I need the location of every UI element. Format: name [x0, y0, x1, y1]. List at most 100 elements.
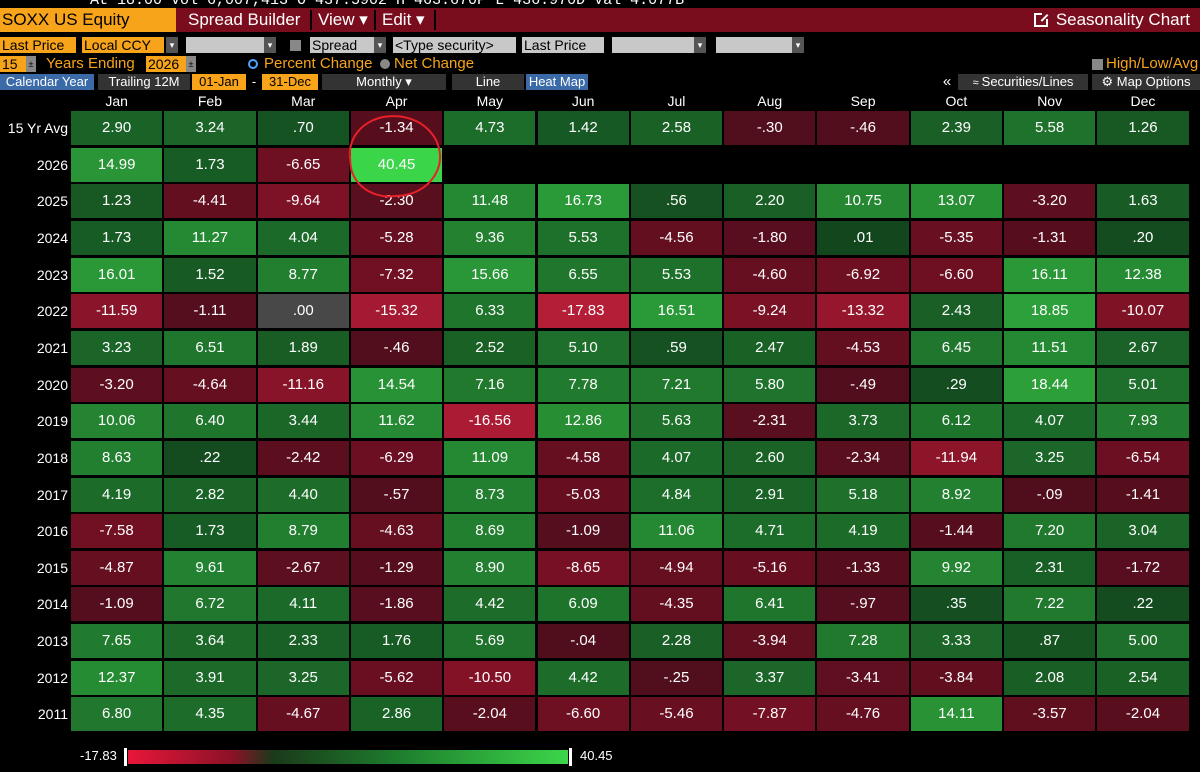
heat-map-cell[interactable]: 4.71 [724, 514, 816, 549]
heat-map-cell[interactable]: -.30 [724, 111, 816, 145]
heat-map-cell[interactable]: 4.84 [630, 477, 723, 512]
heat-map-cell[interactable]: 12.38 [1097, 257, 1189, 292]
heat-map-cell[interactable]: -6.29 [350, 440, 443, 475]
heat-map-cell[interactable]: 6.72 [164, 587, 256, 622]
heat-map-cell[interactable]: 14.99 [71, 147, 163, 182]
currency-dropdown-icon[interactable]: ▾ [166, 37, 178, 53]
heat-map-cell[interactable]: 5.80 [724, 367, 816, 402]
heat-map-cell[interactable] [444, 147, 536, 182]
heat-map-cell[interactable]: 3.25 [1004, 440, 1096, 475]
blank-dropdown-icon-2[interactable]: ▾ [694, 37, 706, 53]
heat-map-cell[interactable]: 3.64 [164, 624, 256, 659]
heat-map-cell[interactable]: -5.62 [350, 660, 443, 695]
heat-map-cell[interactable] [537, 147, 629, 182]
heat-map-cell[interactable]: 8.63 [71, 440, 163, 475]
heat-map-cell[interactable]: 16.51 [630, 294, 723, 329]
heat-map-cell[interactable]: -3.20 [71, 367, 163, 402]
heat-map-cell[interactable]: -5.03 [537, 477, 629, 512]
heat-map-cell[interactable]: -4.63 [350, 514, 443, 549]
heat-map-cell[interactable]: -1.11 [164, 294, 256, 329]
heat-map-cell[interactable]: 1.52 [164, 257, 256, 292]
heat-map-cell[interactable]: 1.42 [537, 111, 629, 145]
heat-map-cell[interactable]: -6.60 [910, 257, 1002, 292]
heat-map-cell[interactable]: 2.67 [1097, 330, 1189, 365]
heat-map-cell[interactable]: -5.16 [724, 550, 816, 585]
heat-map-cell[interactable]: -4.87 [71, 550, 163, 585]
heat-map-cell[interactable]: 1.23 [71, 184, 163, 219]
heat-map-cell[interactable]: -8.65 [537, 550, 629, 585]
frequency-dropdown[interactable]: Monthly ▾ [322, 74, 446, 90]
heat-map-cell[interactable]: -1.72 [1097, 550, 1189, 585]
heat-map-cell[interactable]: 8.79 [257, 514, 349, 549]
heat-map-cell[interactable]: .01 [817, 220, 909, 255]
heat-map-cell[interactable]: 1.76 [350, 624, 443, 659]
heat-map-cell[interactable]: -15.32 [350, 294, 443, 329]
heat-map-cell[interactable]: 4.19 [71, 477, 163, 512]
years-ending-stepper-icon[interactable]: ± [186, 56, 196, 72]
heat-map-cell[interactable]: 18.85 [1004, 294, 1096, 329]
heat-map-cell[interactable]: -6.92 [817, 257, 909, 292]
net-change-label[interactable]: Net Change [394, 55, 475, 72]
heat-map-cell[interactable]: .87 [1004, 624, 1096, 659]
heat-map-cell[interactable]: -3.41 [817, 660, 909, 695]
heat-map-cell[interactable]: 6.80 [71, 697, 163, 732]
currency-field[interactable]: Local CCY [82, 37, 164, 53]
heat-map-cell[interactable]: 3.44 [257, 404, 349, 439]
heat-map-cell[interactable]: -5.28 [350, 220, 443, 255]
heat-map-cell[interactable]: 2.31 [1004, 550, 1096, 585]
heat-map-cell[interactable]: 7.20 [1004, 514, 1096, 549]
heat-map-cell[interactable]: 7.93 [1097, 404, 1189, 439]
heat-map-cell[interactable]: -.49 [817, 367, 909, 402]
blank-field-3[interactable] [716, 37, 792, 53]
percent-change-radio-icon[interactable] [248, 59, 258, 69]
heat-map-cell[interactable]: 4.07 [630, 440, 723, 475]
heat-map-cell[interactable]: 18.44 [1004, 367, 1096, 402]
heat-map-cell[interactable]: -5.46 [630, 697, 723, 732]
heat-map-cell[interactable]: 6.51 [164, 330, 256, 365]
heat-map-cell[interactable]: 1.73 [164, 147, 256, 182]
heat-map-cell[interactable]: -6.65 [257, 147, 349, 182]
seasonality-chart-button[interactable]: Seasonality Chart [1033, 8, 1190, 32]
heat-map-cell[interactable]: -2.04 [444, 697, 536, 732]
heat-map-cell[interactable]: -4.56 [630, 220, 723, 255]
heat-map-cell[interactable]: .00 [257, 294, 349, 329]
start-date-field[interactable]: 01-Jan [192, 74, 246, 90]
heat-map-cell[interactable]: -2.34 [817, 440, 909, 475]
heat-map-cell[interactable]: 1.26 [1097, 111, 1189, 145]
heat-map-cell[interactable]: 1.73 [71, 220, 163, 255]
heat-map-cell[interactable]: -11.59 [71, 294, 163, 329]
heat-map-cell[interactable]: 4.42 [444, 587, 536, 622]
percent-change-label[interactable]: Percent Change [264, 55, 373, 72]
last-price-field[interactable]: Last Price [0, 37, 76, 53]
heat-map-cell[interactable]: -.09 [1004, 477, 1096, 512]
heat-map-cell[interactable]: -7.58 [71, 514, 163, 549]
heat-map-cell[interactable]: 7.21 [630, 367, 723, 402]
heat-map-cell[interactable]: -10.07 [1097, 294, 1189, 329]
heat-map-cell[interactable]: -4.53 [817, 330, 909, 365]
heat-map-cell[interactable]: -3.94 [724, 624, 816, 659]
heat-map-cell[interactable]: -4.64 [164, 367, 256, 402]
blank-field-2[interactable] [612, 37, 694, 53]
heat-map-cell[interactable]: -6.60 [537, 697, 629, 732]
heat-map-cell[interactable]: 4.19 [817, 514, 909, 549]
heat-map-cell[interactable]: 6.33 [444, 294, 536, 329]
tab-calendar-year[interactable]: Calendar Year [0, 74, 94, 90]
heat-map-cell[interactable]: -6.54 [1097, 440, 1189, 475]
heat-map-cell[interactable]: 6.40 [164, 404, 256, 439]
heat-map-cell[interactable]: 11.06 [630, 514, 723, 549]
heat-map-cell[interactable]: 3.25 [257, 660, 349, 695]
heat-map-cell[interactable]: 5.58 [1004, 111, 1096, 145]
heat-map-cell[interactable]: 5.00 [1097, 624, 1189, 659]
heat-map-cell[interactable]: 2.82 [164, 477, 256, 512]
heat-map-cell[interactable]: 3.23 [71, 330, 163, 365]
heat-map-cell[interactable]: 10.75 [817, 184, 909, 219]
heat-map-cell[interactable]: 2.28 [630, 624, 723, 659]
heat-map-cell[interactable]: -4.35 [630, 587, 723, 622]
edit-menu[interactable]: Edit ▾ [382, 10, 425, 29]
heat-map-cell[interactable]: 4.40 [257, 477, 349, 512]
heat-map-cell[interactable]: 3.73 [817, 404, 909, 439]
heat-map-cell[interactable]: -1.34 [350, 111, 443, 145]
collapse-button[interactable]: « [938, 74, 956, 90]
heat-map-cell[interactable]: 16.01 [71, 257, 163, 292]
heat-map-cell[interactable]: 3.04 [1097, 514, 1189, 549]
